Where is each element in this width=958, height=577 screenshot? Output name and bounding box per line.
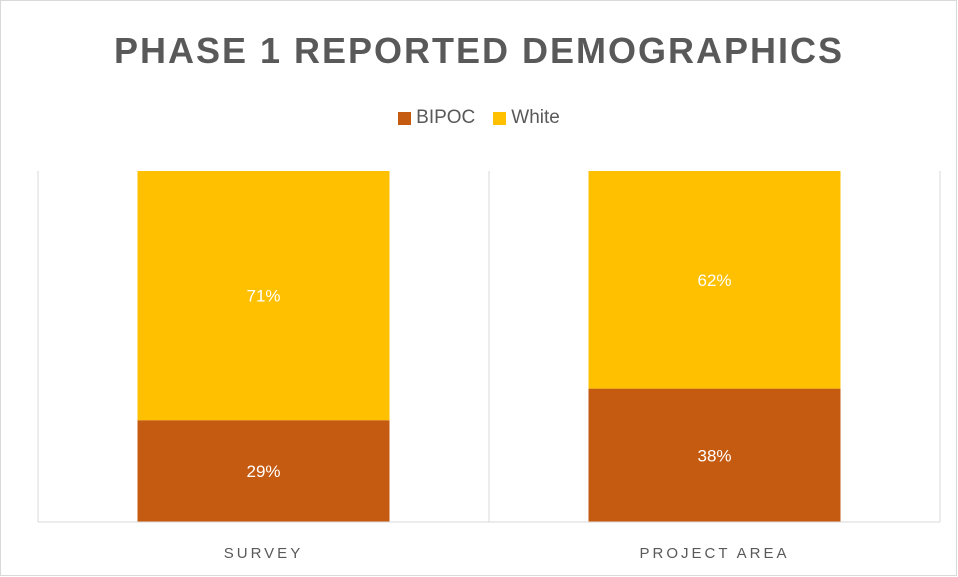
x-tick-label: SURVEY <box>224 545 303 562</box>
legend-swatch-bipoc <box>398 111 412 125</box>
bar-bipoc-survey <box>137 420 390 522</box>
bar-white-survey <box>137 171 390 421</box>
bar-bipoc-project-area <box>588 388 841 522</box>
legend: BIPOC White <box>0 107 958 129</box>
legend-item-white: White <box>493 107 560 129</box>
bar-white-project-area <box>588 171 841 389</box>
data-label: 29% <box>246 462 280 481</box>
legend-swatch-white <box>493 111 507 125</box>
chart-title: PHASE 1 REPORTED DEMOGRAPHICS <box>113 30 845 71</box>
data-label: 62% <box>697 271 731 290</box>
data-label: 71% <box>246 287 280 306</box>
data-label: 38% <box>697 446 731 465</box>
legend-label-bipoc: BIPOC <box>416 107 476 128</box>
x-tick-label: PROJECT AREA <box>640 545 790 562</box>
legend-label-white: White <box>511 107 560 128</box>
legend-item-bipoc: BIPOC <box>398 107 475 129</box>
